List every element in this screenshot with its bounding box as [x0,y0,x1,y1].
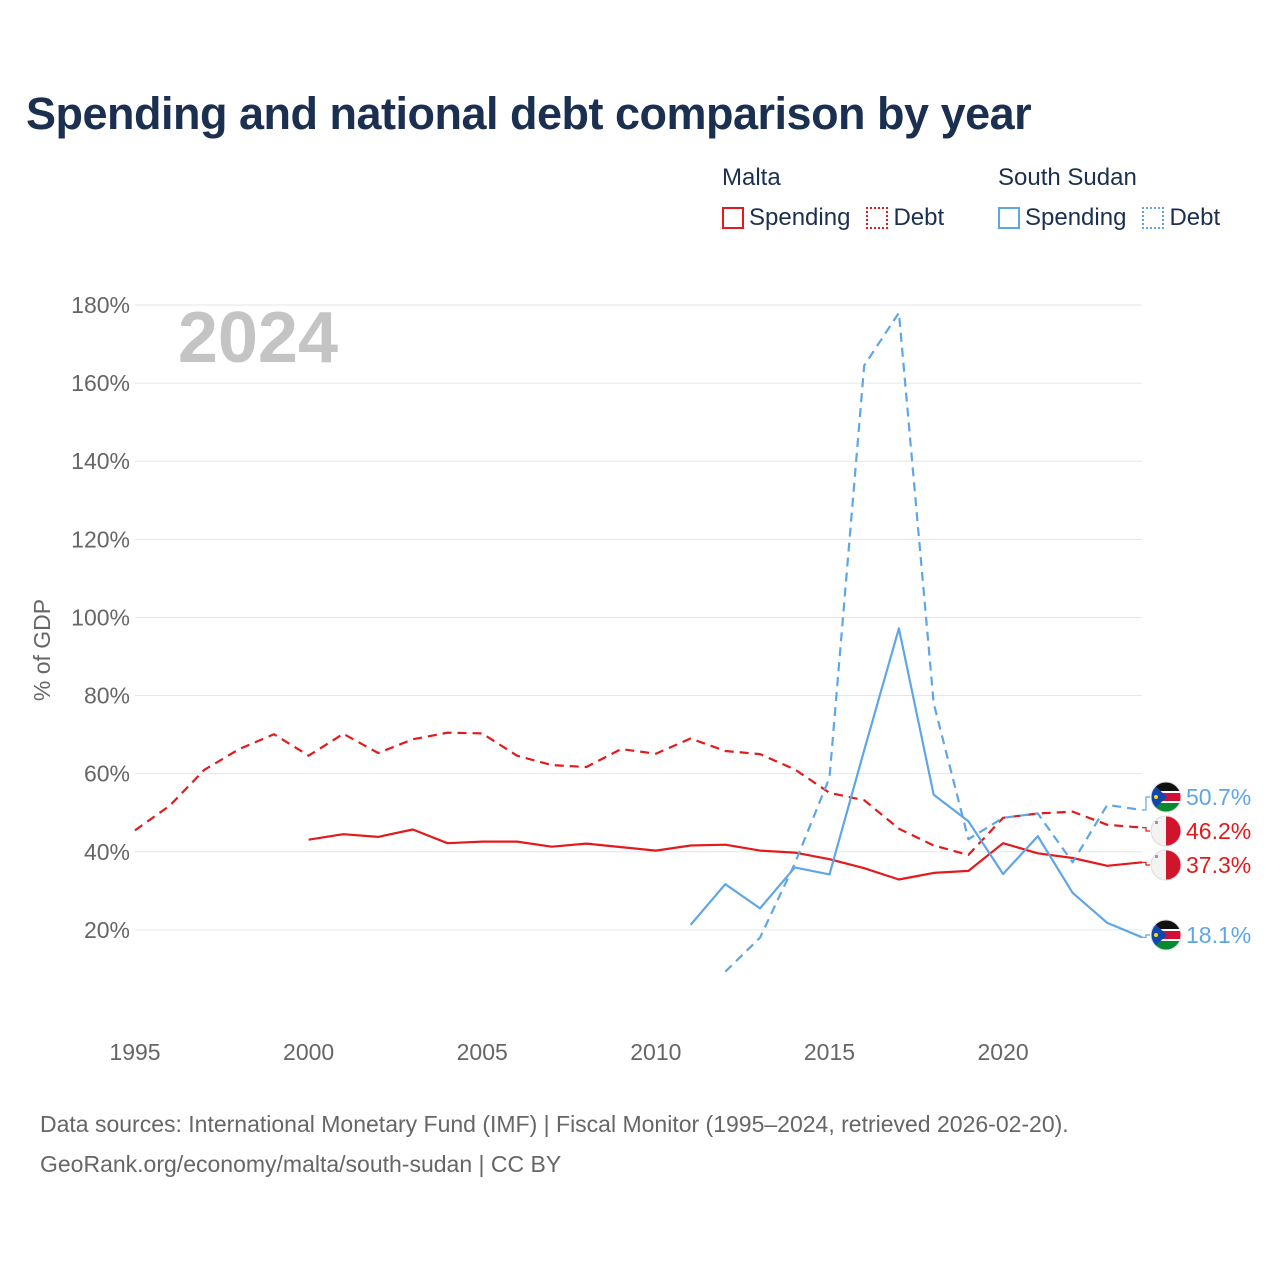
legend-item-south-sudan-spending[interactable]: Spending [998,204,1126,232]
y-tick-label: 40% [84,839,130,865]
south-sudan-flag-icon [1151,920,1181,950]
legend-group-name: South Sudan [998,164,1137,191]
data-source-note: Data sources: International Monetary Fun… [40,1111,1069,1137]
x-tick-label: 2005 [457,1039,508,1065]
series-line-malta-debt [134,731,1143,857]
y-tick-label: 160% [71,370,130,396]
y-tick-label: 180% [71,292,130,318]
legend-swatch-dotted [1142,207,1165,229]
chart-title: Spending and national debt comparison by… [26,88,1032,139]
legend-swatch-solid [998,207,1020,229]
legend-group-malta: Malta Spending Debt [722,160,960,240]
legend-item-malta-debt[interactable]: Debt [866,204,944,232]
legend-swatch-dotted [866,207,889,229]
x-tick-label: 2020 [978,1039,1029,1065]
y-tick-label: 60% [84,761,130,787]
footer: Data sources: International Monetary Fun… [40,1104,1069,1184]
y-tick-label: 80% [84,683,130,709]
series-line-south-sudan-spending [689,627,1143,939]
leader-line [1142,861,1150,866]
x-tick-label: 2010 [630,1039,681,1065]
y-tick-label: 140% [71,448,130,474]
leader-line [1142,796,1150,811]
legend-item-malta-spending[interactable]: Spending [722,204,850,232]
malta-flag-icon [1151,816,1181,846]
leader-line [1142,934,1150,938]
legend-group-south-sudan: South Sudan Spending Debt [998,160,1236,240]
legend-label: Debt [893,204,945,231]
leader-line [1142,826,1150,832]
y-axis-label: % of GDP [29,599,55,701]
x-tick-label: 1995 [109,1039,160,1065]
series-lines [134,311,1143,973]
legend-label: Spending [749,204,851,231]
source-link[interactable]: GeoRank.org/economy/malta/south-sudan | … [40,1151,562,1177]
y-tick-label: 100% [71,604,130,630]
x-tick-label: 2000 [283,1039,334,1065]
x-tick-label: 2015 [804,1039,855,1065]
series-line-malta-spending [308,828,1143,881]
y-tick-label: 20% [84,917,130,943]
line-chart: 20% 40% 60% 80% 100% 120% 140% 160% 180% 1995 200… [29,292,1251,1065]
legend-item-south-sudan-debt[interactable]: Debt [1142,204,1220,232]
legend-swatch-solid [722,207,744,229]
x-axis-ticks: 1995 2000 2005 2010 2015 2020 [109,1039,1028,1065]
legend-label: Spending [1025,204,1127,231]
end-label-malta-spending: 37.3% [1186,852,1251,878]
y-tick-label: 120% [71,526,130,552]
series-line-south-sudan-debt [724,311,1143,973]
grid-lines [135,304,1142,931]
malta-flag-icon [1151,850,1181,880]
end-label-south-sudan-debt: 50.7% [1186,784,1251,810]
end-label-malta-debt: 46.2% [1186,818,1251,844]
end-label-leaders [1142,796,1150,938]
legend-label: Debt [1169,204,1221,231]
south-sudan-flag-icon [1151,782,1181,812]
y-axis-ticks: 20% 40% 60% 80% 100% 120% 140% 160% 180% [71,292,130,943]
legend-group-name: Malta [722,164,781,191]
end-label-south-sudan-spending: 18.1% [1186,922,1251,948]
year-watermark: 2024 [178,298,338,378]
